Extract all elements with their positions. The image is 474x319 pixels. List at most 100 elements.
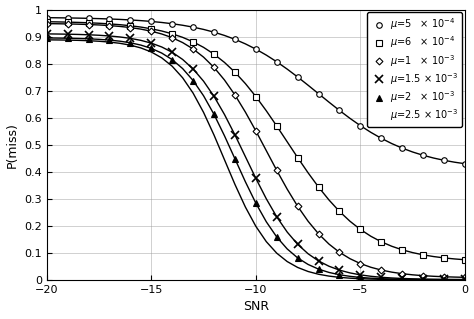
Y-axis label: P(miss): P(miss) — [6, 122, 18, 168]
$\mu$=2.5 $\times$ 10$^{-3}$ — [253, 224, 259, 228]
$\mu$=1.5 $\times$ 10$^{-3}$ — [378, 275, 384, 279]
$\mu$=2   $\times$ 10$^{-3}$ — [232, 157, 238, 161]
Line: $\mu$=2   $\times$ 10$^{-3}$: $\mu$=2 $\times$ 10$^{-3}$ — [44, 35, 468, 283]
$\mu$=2   $\times$ 10$^{-3}$ — [86, 37, 91, 41]
$\mu$=1.5 $\times$ 10$^{-3}$ — [107, 34, 112, 38]
$\mu$=1.5 $\times$ 10$^{-3}$ — [86, 33, 91, 37]
$\mu$=1   $\times$ 10$^{-3}$ — [44, 22, 50, 26]
$\mu$=6   $\times$ 10$^{-4}$ — [190, 40, 196, 44]
$\mu$=2.5 $\times$ 10$^{-3}$ — [337, 275, 342, 279]
$\mu$=2.5 $\times$ 10$^{-3}$ — [148, 50, 154, 54]
$\mu$=1   $\times$ 10$^{-3}$ — [274, 168, 280, 172]
$\mu$=2.5 $\times$ 10$^{-3}$ — [128, 43, 133, 47]
$\mu$=1.5 $\times$ 10$^{-3}$ — [274, 215, 280, 219]
Line: $\mu$=1   $\times$ 10$^{-3}$: $\mu$=1 $\times$ 10$^{-3}$ — [44, 21, 467, 280]
$\mu$=6   $\times$ 10$^{-4}$ — [65, 20, 71, 24]
$\mu$=5   $\times$ 10$^{-4}$ — [232, 37, 238, 41]
$\mu$=5   $\times$ 10$^{-4}$ — [211, 30, 217, 34]
$\mu$=6   $\times$ 10$^{-4}$ — [400, 248, 405, 252]
Legend: $\mu$=5   $\times$ 10$^{-4}$, $\mu$=6   $\times$ 10$^{-4}$, $\mu$=1   $\times$ 1: $\mu$=5 $\times$ 10$^{-4}$, $\mu$=6 $\ti… — [367, 12, 462, 127]
$\mu$=6   $\times$ 10$^{-4}$ — [316, 185, 321, 189]
$\mu$=6   $\times$ 10$^{-4}$ — [253, 95, 259, 99]
$\mu$=1.5 $\times$ 10$^{-3}$ — [190, 67, 196, 71]
$\mu$=5   $\times$ 10$^{-4}$ — [253, 47, 259, 51]
$\mu$=1   $\times$ 10$^{-3}$ — [378, 268, 384, 272]
$\mu$=2.5 $\times$ 10$^{-3}$ — [274, 251, 280, 255]
$\mu$=1   $\times$ 10$^{-3}$ — [316, 232, 321, 236]
$\mu$=6   $\times$ 10$^{-4}$ — [420, 253, 426, 257]
$\mu$=2   $\times$ 10$^{-3}$ — [65, 36, 71, 40]
$\mu$=1   $\times$ 10$^{-3}$ — [253, 129, 259, 133]
$\mu$=2.5 $\times$ 10$^{-3}$ — [462, 278, 468, 282]
$\mu$=2   $\times$ 10$^{-3}$ — [462, 278, 468, 282]
$\mu$=5   $\times$ 10$^{-4}$ — [65, 16, 71, 20]
$\mu$=2.5 $\times$ 10$^{-3}$ — [441, 278, 447, 282]
$\mu$=1.5 $\times$ 10$^{-3}$ — [169, 50, 175, 54]
$\mu$=2   $\times$ 10$^{-3}$ — [211, 113, 217, 116]
$\mu$=6   $\times$ 10$^{-4}$ — [441, 256, 447, 260]
$\mu$=2   $\times$ 10$^{-3}$ — [169, 58, 175, 62]
$\mu$=2.5 $\times$ 10$^{-3}$ — [211, 133, 217, 137]
$\mu$=2   $\times$ 10$^{-3}$ — [274, 235, 280, 239]
$\mu$=5   $\times$ 10$^{-4}$ — [169, 22, 175, 26]
$\mu$=2.5 $\times$ 10$^{-3}$ — [190, 91, 196, 95]
$\mu$=6   $\times$ 10$^{-4}$ — [128, 24, 133, 28]
$\mu$=2   $\times$ 10$^{-3}$ — [357, 276, 363, 279]
Line: $\mu$=1.5 $\times$ 10$^{-3}$: $\mu$=1.5 $\times$ 10$^{-3}$ — [43, 30, 469, 283]
$\mu$=2.5 $\times$ 10$^{-3}$ — [107, 40, 112, 44]
$\mu$=2.5 $\times$ 10$^{-3}$ — [420, 278, 426, 282]
$\mu$=6   $\times$ 10$^{-4}$ — [86, 21, 91, 25]
$\mu$=1.5 $\times$ 10$^{-3}$ — [295, 242, 301, 246]
$\mu$=1   $\times$ 10$^{-3}$ — [86, 23, 91, 26]
$\mu$=5   $\times$ 10$^{-4}$ — [378, 137, 384, 140]
$\mu$=2   $\times$ 10$^{-3}$ — [190, 78, 196, 82]
Line: $\mu$=2.5 $\times$ 10$^{-3}$: $\mu$=2.5 $\times$ 10$^{-3}$ — [47, 40, 465, 280]
$\mu$=5   $\times$ 10$^{-4}$ — [316, 92, 321, 96]
$\mu$=1.5 $\times$ 10$^{-3}$ — [441, 278, 447, 281]
$\mu$=6   $\times$ 10$^{-4}$ — [232, 70, 238, 74]
$\mu$=1.5 $\times$ 10$^{-3}$ — [211, 94, 217, 98]
$\mu$=6   $\times$ 10$^{-4}$ — [169, 32, 175, 36]
$\mu$=5   $\times$ 10$^{-4}$ — [400, 146, 405, 150]
$\mu$=6   $\times$ 10$^{-4}$ — [44, 20, 50, 24]
$\mu$=5   $\times$ 10$^{-4}$ — [190, 25, 196, 29]
$\mu$=5   $\times$ 10$^{-4}$ — [86, 16, 91, 20]
$\mu$=2.5 $\times$ 10$^{-3}$ — [86, 39, 91, 43]
$\mu$=1   $\times$ 10$^{-3}$ — [211, 65, 217, 69]
Line: $\mu$=5   $\times$ 10$^{-4}$: $\mu$=5 $\times$ 10$^{-4}$ — [44, 15, 468, 167]
$\mu$=1.5 $\times$ 10$^{-3}$ — [232, 133, 238, 137]
$\mu$=1   $\times$ 10$^{-3}$ — [148, 29, 154, 33]
$\mu$=6   $\times$ 10$^{-4}$ — [274, 124, 280, 128]
$\mu$=5   $\times$ 10$^{-4}$ — [44, 16, 50, 19]
$\mu$=1.5 $\times$ 10$^{-3}$ — [148, 41, 154, 45]
$\mu$=2.5 $\times$ 10$^{-3}$ — [232, 182, 238, 186]
$\mu$=6   $\times$ 10$^{-4}$ — [378, 240, 384, 244]
$\mu$=6   $\times$ 10$^{-4}$ — [295, 156, 301, 160]
$\mu$=1   $\times$ 10$^{-3}$ — [190, 47, 196, 51]
$\mu$=6   $\times$ 10$^{-4}$ — [211, 52, 217, 56]
$\mu$=1.5 $\times$ 10$^{-3}$ — [337, 268, 342, 272]
$\mu$=1   $\times$ 10$^{-3}$ — [400, 272, 405, 276]
$\mu$=2.5 $\times$ 10$^{-3}$ — [400, 278, 405, 281]
$\mu$=2   $\times$ 10$^{-3}$ — [253, 201, 259, 205]
$\mu$=1   $\times$ 10$^{-3}$ — [357, 262, 363, 265]
$\mu$=6   $\times$ 10$^{-4}$ — [148, 27, 154, 31]
$\mu$=1   $\times$ 10$^{-3}$ — [462, 275, 468, 279]
$\mu$=2.5 $\times$ 10$^{-3}$ — [378, 278, 384, 281]
$\mu$=2.5 $\times$ 10$^{-3}$ — [169, 64, 175, 68]
$\mu$=2   $\times$ 10$^{-3}$ — [295, 256, 301, 260]
$\mu$=2.5 $\times$ 10$^{-3}$ — [65, 38, 71, 42]
$\mu$=5   $\times$ 10$^{-4}$ — [357, 124, 363, 128]
$\mu$=2.5 $\times$ 10$^{-3}$ — [357, 277, 363, 281]
$\mu$=2   $\times$ 10$^{-3}$ — [128, 41, 133, 45]
$\mu$=2   $\times$ 10$^{-3}$ — [107, 38, 112, 42]
$\mu$=2.5 $\times$ 10$^{-3}$ — [316, 272, 321, 276]
$\mu$=1.5 $\times$ 10$^{-3}$ — [253, 176, 259, 180]
$\mu$=2   $\times$ 10$^{-3}$ — [337, 273, 342, 277]
$\mu$=6   $\times$ 10$^{-4}$ — [462, 258, 468, 262]
$\mu$=1   $\times$ 10$^{-3}$ — [232, 93, 238, 97]
$\mu$=1   $\times$ 10$^{-3}$ — [420, 274, 426, 278]
$\mu$=1.5 $\times$ 10$^{-3}$ — [462, 278, 468, 281]
$\mu$=5   $\times$ 10$^{-4}$ — [148, 19, 154, 23]
$\mu$=5   $\times$ 10$^{-4}$ — [274, 60, 280, 64]
